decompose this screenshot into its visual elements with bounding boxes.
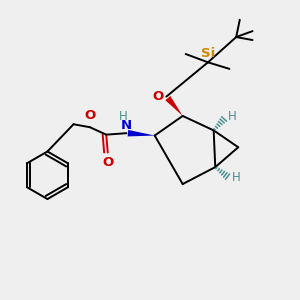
Text: O: O [84, 110, 95, 122]
Text: H: H [228, 110, 237, 123]
Text: O: O [103, 156, 114, 169]
Text: H: H [232, 171, 240, 184]
Text: N: N [121, 119, 132, 132]
Text: O: O [153, 89, 164, 103]
Polygon shape [128, 130, 155, 136]
Text: Si: Si [201, 47, 216, 60]
Text: H: H [118, 110, 127, 123]
Polygon shape [165, 96, 183, 116]
